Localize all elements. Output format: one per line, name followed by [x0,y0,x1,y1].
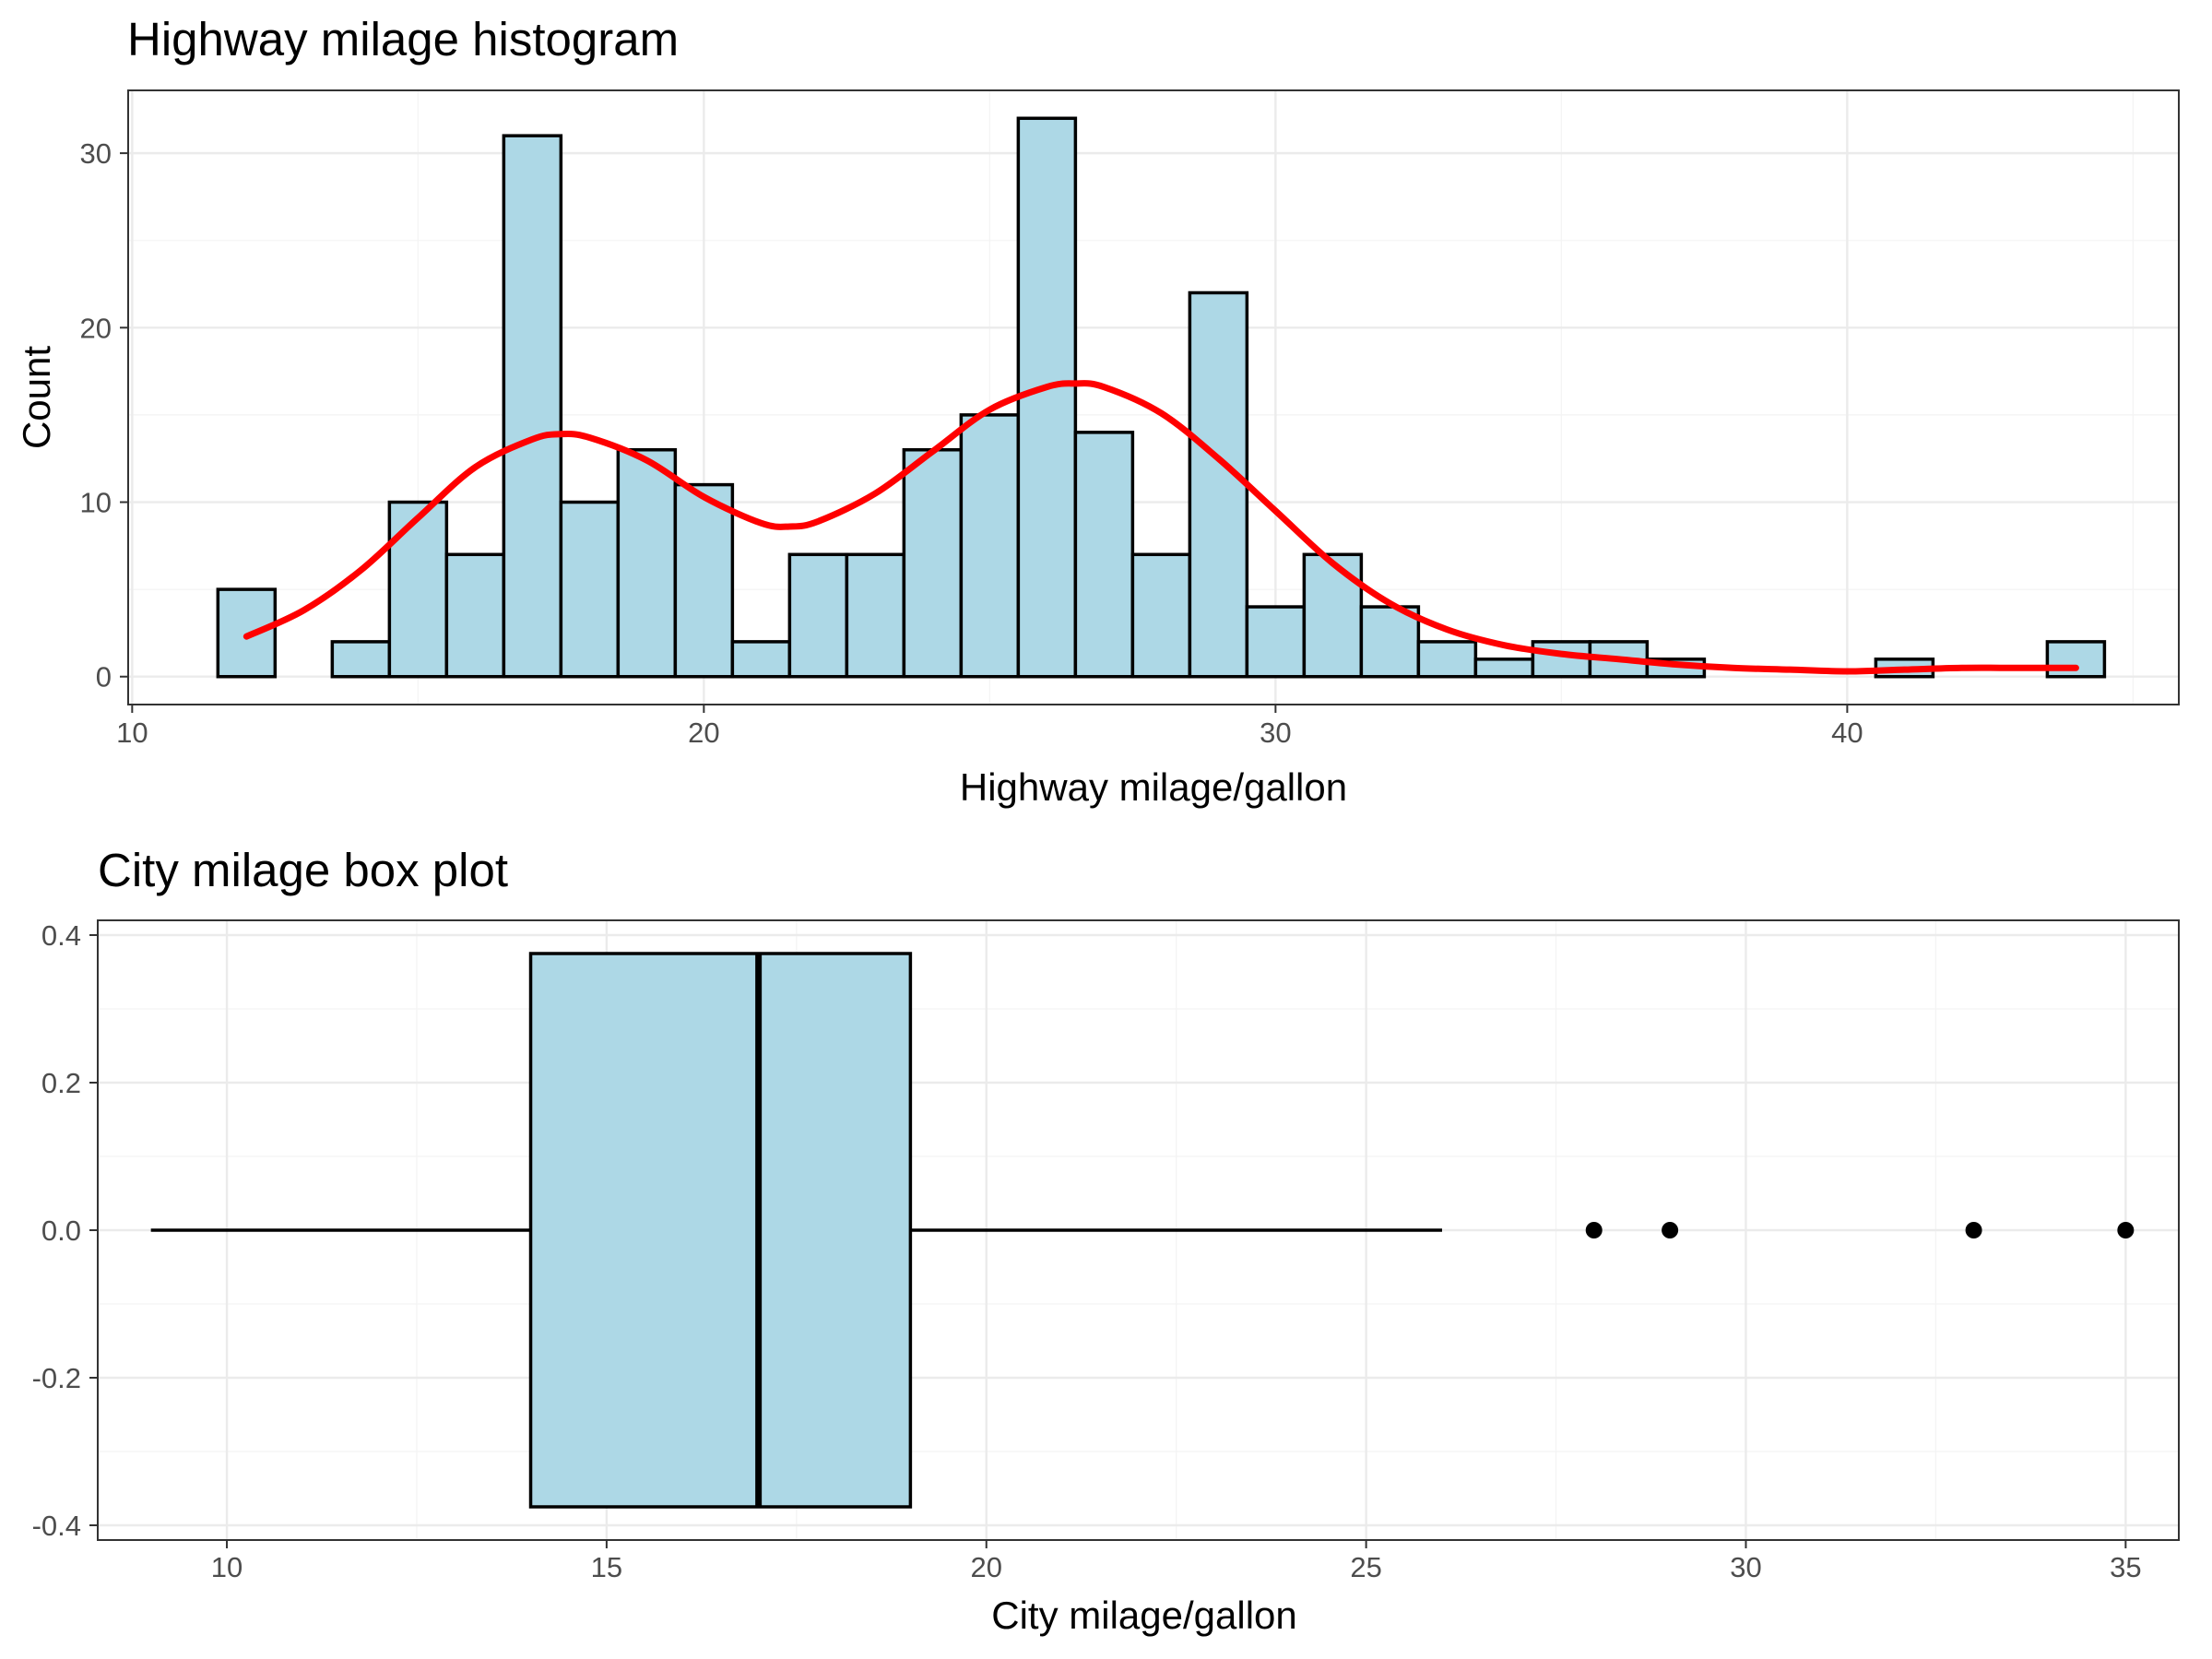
histogram-x-ticks: 10 20 30 40 [116,705,1863,749]
histogram-bar [902,448,964,679]
y-tick-label: 20 [80,312,112,344]
histogram-y-axis-title: Count [15,346,58,449]
histogram-bar [1073,431,1135,679]
histogram-bar [444,552,506,679]
y-tick-label: 30 [80,137,112,170]
boxplot-y-ticks: -0.4 -0.2 0.0 0.2 0.4 [32,919,98,1542]
histogram-y-ticks: 0 10 20 30 [80,137,128,693]
histogram-bars [216,116,2107,679]
density-curve [242,380,2079,675]
histogram-bar [616,448,678,679]
boxplot-x-ticks: 10 15 20 25 30 35 [211,1540,2142,1583]
x-tick-label: 20 [971,1551,1002,1583]
boxplot-x-axis-title: City milage/gallon [991,1594,1297,1637]
outlier-point [1585,1222,1603,1238]
histogram-chart: Highway milage histogram 10 20 30 40 010203… [15,13,2180,809]
histogram-bar [959,413,1021,679]
x-tick-label: 30 [1730,1551,1761,1583]
histogram-bar [1473,658,1535,679]
y-tick-label: 0.4 [41,919,81,952]
histogram-bar [1130,552,1192,679]
histogram-bar [1416,640,1478,679]
histogram-bar [730,640,792,679]
outlier-point [2117,1222,2135,1238]
x-tick-label: 15 [591,1551,622,1583]
y-tick-label: 0 [96,661,112,693]
histogram-bar [2045,640,2107,679]
x-tick-label: 10 [211,1551,242,1583]
y-tick-label: -0.4 [32,1510,81,1542]
histogram-bar [1531,640,1592,679]
x-tick-label: 10 [116,717,148,749]
histogram-bar [387,500,449,679]
boxplot-chart: City milage box plot 10 15 20 25 30 35 -0.4-0… [32,844,2180,1637]
histogram-bar [1016,116,1078,679]
histogram-bar [787,552,849,679]
y-tick-label: 10 [80,487,112,519]
histogram-bar [1245,605,1307,679]
y-tick-label: 0.2 [41,1067,81,1099]
histogram-bar [845,552,906,679]
outlier-point [1965,1222,1982,1238]
boxplot-marks [150,952,2135,1509]
outlier-point [1662,1222,1679,1238]
x-tick-label: 25 [1350,1551,1381,1583]
box [528,952,913,1509]
histogram-bar [502,134,563,679]
boxplot-title: City milage box plot [98,844,508,896]
histogram-title: Highway milage histogram [127,13,679,65]
x-tick-label: 20 [688,717,719,749]
y-tick-label: -0.2 [32,1362,81,1394]
histogram-panel-border [127,89,2180,705]
histogram-bar [673,482,735,679]
x-tick-label: 35 [2110,1551,2141,1583]
y-tick-label: 0.0 [41,1215,81,1247]
histogram-bar [1188,290,1249,679]
histogram-bar [1302,552,1364,679]
histogram-bar [330,640,392,679]
x-tick-label: 40 [1831,717,1863,749]
histogram-x-axis-title: Highway milage/gallon [960,765,1347,809]
histogram-bar [559,500,621,679]
x-tick-label: 30 [1260,717,1291,749]
